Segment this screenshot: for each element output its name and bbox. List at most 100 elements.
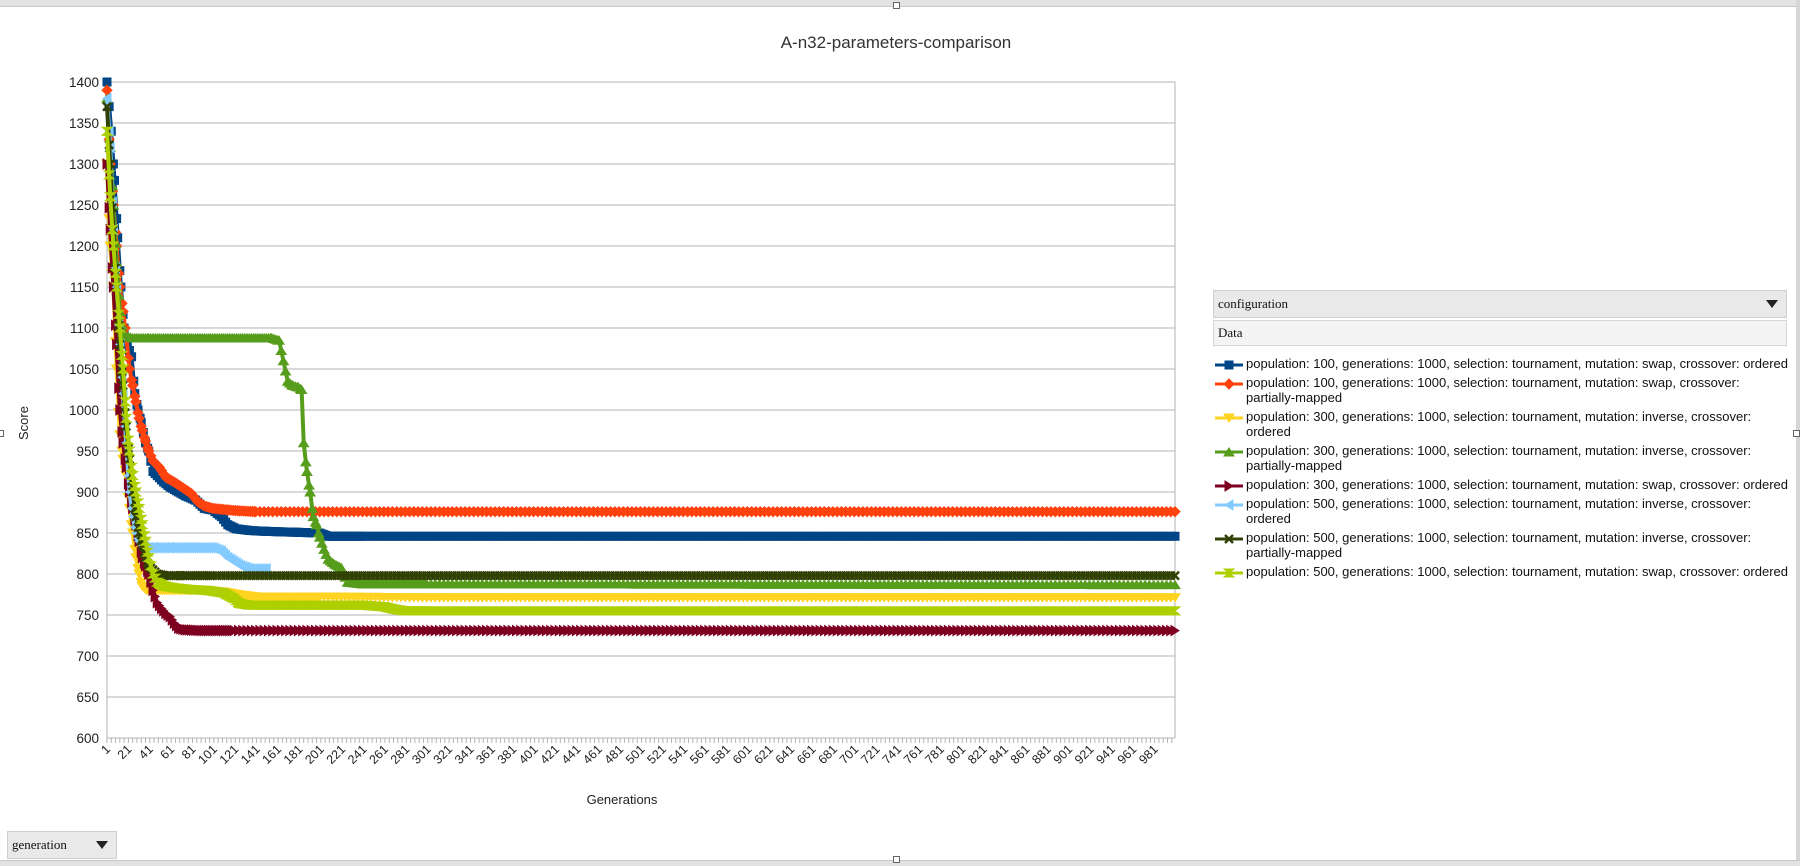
- x-tick-label: 661: [794, 742, 819, 767]
- x-tick-label: 881: [1029, 742, 1054, 767]
- legend-swatch: [1215, 480, 1243, 492]
- x-tick-label: 901: [1051, 742, 1076, 767]
- data-point: [301, 466, 313, 476]
- x-tick-label: 761: [901, 742, 926, 767]
- data-point: [105, 225, 119, 235]
- series-line: [105, 90, 1175, 514]
- series-line: [105, 163, 1175, 633]
- x-tick-label: 641: [773, 742, 798, 767]
- y-tick-label: 600: [76, 731, 99, 746]
- x-tick-label: 461: [580, 742, 605, 767]
- data-point: [132, 503, 146, 513]
- legend-marker-shape: [1222, 568, 1236, 578]
- y-tick-label: 800: [76, 567, 99, 582]
- legend-marker-shape: [1224, 360, 1234, 370]
- data-point: [303, 480, 315, 490]
- data-point: [310, 519, 323, 530]
- data-point: [125, 462, 139, 472]
- x-tick-label: 321: [431, 742, 456, 767]
- legend-swatch: [1215, 534, 1243, 544]
- x-tick-label: 941: [1093, 742, 1118, 767]
- data-point: [142, 553, 156, 563]
- x-tick-label: 841: [986, 742, 1011, 767]
- data-point: [112, 309, 126, 319]
- x-tick-label: 141: [238, 742, 263, 767]
- chart-series: [100, 77, 1182, 637]
- data-point: [102, 170, 116, 180]
- data-point: [299, 456, 312, 467]
- data-point: [115, 404, 125, 416]
- y-tick-label: 1100: [70, 321, 99, 336]
- y-tick-labels: 1400 1350 1300 1250 1200 1150 1100 1050 1000 950 9…: [69, 75, 99, 746]
- data-point: [133, 569, 145, 579]
- data-point: [1169, 579, 1181, 590]
- x-tick-label: 1: [98, 742, 113, 757]
- x-axis-label: Generations: [587, 792, 658, 807]
- data-field-label: Data: [1213, 320, 1787, 346]
- data-point: [100, 126, 114, 136]
- x-tick-label: 741: [880, 742, 905, 767]
- data-point: [277, 355, 290, 366]
- data-point: [1170, 531, 1180, 541]
- data-point: [279, 366, 292, 376]
- x-tick-labels: 1 21 41 61 811011211411611812012212412612813…: [98, 742, 1161, 767]
- y-tick-label: 1400: [69, 75, 99, 90]
- x-tick-label: 421: [537, 742, 562, 767]
- x-tick-label: 781: [922, 742, 947, 767]
- y-tick-label: 650: [76, 690, 99, 705]
- data-point: [273, 335, 286, 345]
- legend-swatch: [1215, 413, 1243, 423]
- x-tick-label: 521: [644, 742, 669, 767]
- x-tick-label: 301: [409, 742, 434, 767]
- data-point: [102, 92, 112, 105]
- configuration-dropdown[interactable]: configuration: [1213, 290, 1787, 318]
- data-point: [103, 192, 117, 202]
- legend-label: population: 100, generations: 1000, sele…: [1246, 356, 1788, 371]
- x-tick-label: 981: [1136, 742, 1161, 767]
- y-axis-label: Score: [16, 406, 31, 440]
- generation-dropdown[interactable]: generation: [7, 831, 117, 859]
- data-label: Data: [1218, 325, 1243, 340]
- legend-label: population: 300, generations: 1000, sele…: [1246, 477, 1788, 492]
- x-tick-label: 281: [388, 742, 413, 767]
- legend-label: population: 300, generations: 1000, sele…: [1246, 409, 1752, 439]
- x-tick-label: 541: [666, 742, 691, 767]
- legend-label: population: 500, generations: 1000, sele…: [1246, 564, 1788, 579]
- legend-marker-shape: [1224, 499, 1234, 511]
- x-tick-label: 501: [623, 742, 648, 767]
- x-tick-label: 561: [687, 742, 712, 767]
- data-point: [115, 350, 129, 360]
- legend-swatch: [1215, 360, 1243, 370]
- chart-grid: [107, 81, 1175, 739]
- data-point: [123, 446, 136, 456]
- series-4: [101, 93, 1181, 590]
- series-5: [102, 158, 1180, 637]
- data-point: [135, 520, 149, 530]
- y-tick-label: 1050: [69, 362, 99, 377]
- legend-swatch: [1215, 568, 1243, 578]
- x-tick-label: 381: [495, 742, 520, 767]
- x-tick-label: 601: [730, 742, 755, 767]
- data-point: [116, 364, 130, 374]
- resize-handle-top[interactable]: [893, 2, 900, 9]
- x-tick-label: 261: [366, 742, 391, 767]
- y-tick-label: 700: [76, 649, 99, 664]
- x-tick-label: 221: [324, 742, 349, 767]
- y-tick-label: 750: [76, 608, 99, 623]
- resize-handle-bottom[interactable]: [893, 856, 900, 863]
- data-point: [139, 536, 152, 546]
- chart-axes: [106, 82, 1176, 743]
- data-point: [102, 77, 112, 87]
- y-tick-label: 1000: [69, 403, 99, 418]
- x-tick-label: 361: [473, 742, 498, 767]
- x-tick-label: 121: [217, 742, 242, 767]
- x-tick-label: 401: [516, 742, 541, 767]
- legend-label: population: 300, generations: 1000, sele…: [1246, 443, 1752, 473]
- data-point: [130, 396, 142, 408]
- x-tick-label: 621: [751, 742, 776, 767]
- data-point: [1170, 624, 1180, 637]
- resize-handle-left[interactable]: [0, 430, 4, 437]
- data-point: [275, 345, 288, 356]
- data-point: [144, 561, 158, 571]
- x-tick-label: 961: [1115, 742, 1140, 767]
